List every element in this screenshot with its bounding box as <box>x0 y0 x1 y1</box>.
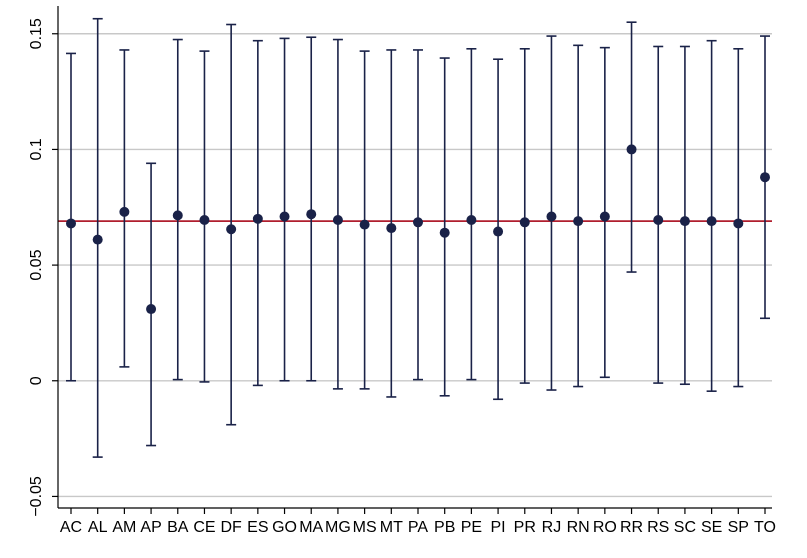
x-tick-label-mt: MT <box>380 519 403 536</box>
estimate-point-ma <box>306 209 317 220</box>
grid-layer <box>58 33 772 498</box>
estimate-point-layer <box>66 144 770 315</box>
x-tick-label-ba: BA <box>167 519 189 536</box>
estimate-point-am <box>119 206 130 217</box>
estimate-point-sc <box>679 216 690 227</box>
estimate-point-pb <box>439 227 450 238</box>
x-tick-label-mg: MG <box>325 519 351 536</box>
estimate-point-mg <box>332 214 343 225</box>
x-tick-label-pi: PI <box>491 519 506 536</box>
estimate-point-to <box>760 172 770 183</box>
x-tick-label-go: GO <box>272 519 297 536</box>
x-tick-label-rj: RJ <box>542 519 562 536</box>
x-tick-label-am: AM <box>112 519 136 536</box>
estimate-point-rs <box>653 214 664 225</box>
x-tick-label-es: ES <box>247 519 268 536</box>
estimate-point-pe <box>466 214 477 225</box>
x-tick-label-al: AL <box>88 519 108 536</box>
y-tick-label: 0.05 <box>28 249 45 280</box>
estimate-point-pa <box>413 217 423 228</box>
x-tick-label-pe: PE <box>461 519 482 536</box>
x-tick-label-sc: SC <box>674 519 696 536</box>
x-tick-label-sp: SP <box>728 519 749 536</box>
estimate-point-pr <box>519 217 530 228</box>
x-tick-label-ms: MS <box>353 519 377 536</box>
y-tick-label: 0 <box>28 376 45 385</box>
estimate-point-ba <box>172 210 183 221</box>
confidence-interval-layer <box>66 17 770 458</box>
estimate-point-al <box>92 234 103 245</box>
x-tick-label-to: TO <box>754 519 776 536</box>
x-tick-label-rn: RN <box>567 519 590 536</box>
x-tick-label-ac: AC <box>60 519 82 536</box>
x-tick-label-rr: RR <box>620 519 643 536</box>
x-tick-label-pb: PB <box>434 519 455 536</box>
x-tick-label-df: DF <box>220 519 242 536</box>
estimate-point-df <box>226 224 237 235</box>
estimate-point-mt <box>386 223 397 234</box>
x-tick-label-pr: PR <box>514 519 536 536</box>
estimate-point-rj <box>546 211 557 222</box>
x-tick-label-pa: PA <box>408 519 428 536</box>
estimate-point-sp <box>733 218 744 229</box>
estimate-point-ms <box>359 219 370 230</box>
x-tick-label-ro: RO <box>593 519 617 536</box>
estimate-point-es <box>252 213 263 224</box>
y-tick-label: 0.15 <box>28 18 45 49</box>
estimate-point-ro <box>599 211 610 222</box>
y-tick-label: −0.05 <box>28 476 45 517</box>
x-tick-label-ap: AP <box>140 519 161 536</box>
estimate-point-pi <box>493 226 504 237</box>
y-tick-label: 0.1 <box>28 138 45 160</box>
estimate-point-ap <box>146 304 157 315</box>
estimate-point-go <box>279 211 290 222</box>
estimate-point-ce <box>199 214 210 225</box>
estimate-point-rn <box>573 216 584 227</box>
estimate-point-ac <box>66 218 76 229</box>
estimate-point-rr <box>626 144 637 155</box>
x-tick-label-ma: MA <box>299 519 323 536</box>
estimate-point-se <box>706 216 717 227</box>
x-tick-label-rs: RS <box>647 519 669 536</box>
x-tick-label-se: SE <box>701 519 722 536</box>
x-tick-label-ce: CE <box>193 519 215 536</box>
